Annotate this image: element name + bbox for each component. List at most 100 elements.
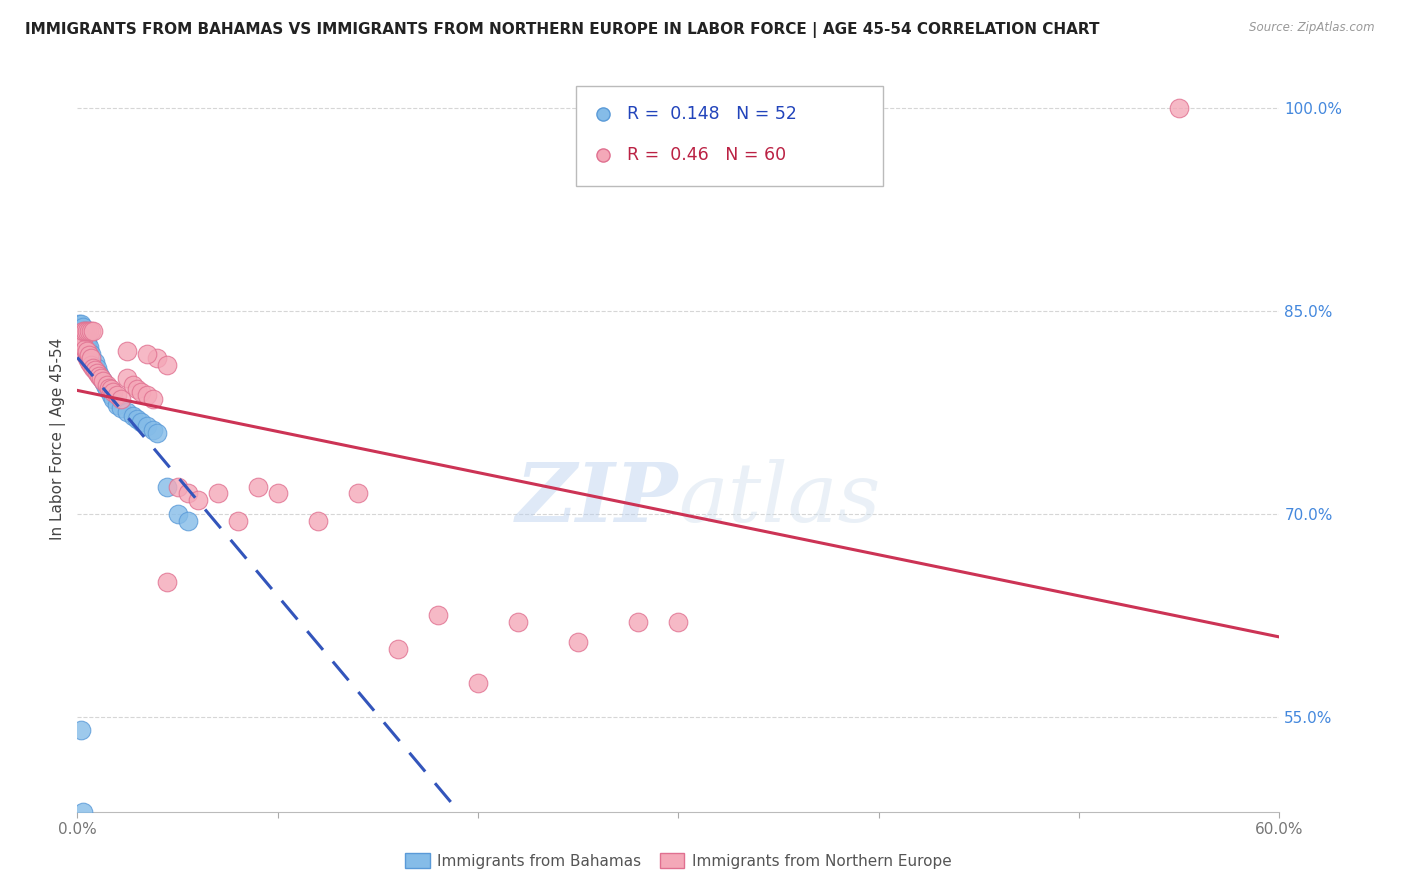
Point bbox=[508, 615, 530, 629]
Point bbox=[226, 514, 249, 528]
Point bbox=[90, 371, 112, 385]
Point bbox=[107, 399, 129, 413]
Point bbox=[76, 340, 98, 354]
Point bbox=[75, 334, 97, 348]
Point bbox=[70, 323, 93, 337]
Point bbox=[79, 348, 101, 362]
Point bbox=[110, 401, 132, 416]
Point bbox=[166, 507, 188, 521]
Point bbox=[142, 392, 165, 406]
Point bbox=[75, 324, 97, 338]
Point bbox=[668, 615, 690, 629]
Point bbox=[207, 486, 229, 500]
Point bbox=[72, 337, 94, 351]
Point bbox=[79, 355, 101, 369]
Text: atlas: atlas bbox=[679, 458, 880, 539]
Point bbox=[107, 387, 129, 401]
Point bbox=[176, 486, 198, 500]
Point bbox=[72, 319, 94, 334]
Point bbox=[89, 368, 111, 383]
Point bbox=[136, 387, 159, 401]
Point bbox=[84, 363, 107, 377]
Point bbox=[80, 358, 103, 372]
Point bbox=[70, 331, 93, 345]
Point bbox=[131, 415, 153, 429]
Point bbox=[176, 514, 198, 528]
Point bbox=[79, 347, 101, 361]
Point bbox=[187, 493, 209, 508]
Point bbox=[72, 328, 94, 343]
Point bbox=[75, 337, 97, 351]
Point bbox=[100, 382, 122, 396]
Point bbox=[75, 328, 97, 343]
Point bbox=[156, 480, 179, 494]
Point bbox=[72, 805, 94, 819]
Point bbox=[80, 347, 103, 361]
Point bbox=[1168, 101, 1191, 115]
Point bbox=[100, 387, 122, 401]
Point bbox=[76, 344, 98, 359]
Point bbox=[84, 355, 107, 369]
Point bbox=[76, 344, 98, 359]
Point bbox=[117, 371, 139, 385]
Point bbox=[75, 347, 97, 361]
Point bbox=[86, 360, 108, 375]
Point bbox=[567, 635, 589, 649]
Point bbox=[70, 317, 93, 331]
Point bbox=[127, 382, 149, 396]
Point bbox=[75, 331, 97, 345]
Point bbox=[307, 514, 329, 528]
Point bbox=[96, 378, 118, 392]
Point bbox=[387, 642, 409, 657]
Point bbox=[79, 344, 101, 359]
Point bbox=[110, 392, 132, 406]
Point bbox=[70, 326, 93, 341]
Text: R =  0.148   N = 52: R = 0.148 N = 52 bbox=[627, 105, 797, 123]
Point bbox=[131, 384, 153, 399]
Point bbox=[627, 615, 650, 629]
Point bbox=[80, 351, 103, 365]
Point bbox=[76, 331, 98, 345]
Point bbox=[89, 368, 111, 382]
Point bbox=[70, 723, 93, 738]
Point bbox=[122, 378, 145, 392]
Point bbox=[82, 358, 104, 372]
Point bbox=[93, 374, 115, 388]
Point bbox=[80, 324, 103, 338]
Point bbox=[942, 186, 965, 200]
Point bbox=[127, 412, 149, 426]
Text: IMMIGRANTS FROM BAHAMAS VS IMMIGRANTS FROM NORTHERN EUROPE IN LABOR FORCE | AGE : IMMIGRANTS FROM BAHAMAS VS IMMIGRANTS FR… bbox=[25, 22, 1099, 38]
Y-axis label: In Labor Force | Age 45-54: In Labor Force | Age 45-54 bbox=[51, 338, 66, 541]
Point bbox=[96, 382, 118, 396]
Point bbox=[103, 384, 125, 399]
Text: Source: ZipAtlas.com: Source: ZipAtlas.com bbox=[1250, 21, 1375, 34]
Point bbox=[90, 371, 112, 385]
Point bbox=[347, 486, 370, 500]
Point bbox=[122, 409, 145, 424]
Point bbox=[942, 260, 965, 275]
Text: R =  0.46   N = 60: R = 0.46 N = 60 bbox=[627, 145, 786, 164]
Point bbox=[136, 347, 159, 361]
Point bbox=[72, 331, 94, 345]
Point bbox=[94, 378, 117, 392]
Point bbox=[67, 317, 90, 331]
Point bbox=[70, 337, 93, 351]
Point bbox=[146, 351, 169, 365]
Point bbox=[67, 324, 90, 338]
Point bbox=[117, 405, 139, 419]
Point bbox=[82, 324, 104, 338]
Point bbox=[136, 418, 159, 433]
Point bbox=[93, 374, 115, 388]
FancyBboxPatch shape bbox=[576, 86, 883, 186]
Legend: Immigrants from Bahamas, Immigrants from Northern Europe: Immigrants from Bahamas, Immigrants from… bbox=[399, 847, 957, 875]
Point bbox=[75, 342, 97, 356]
Text: ZIP: ZIP bbox=[516, 458, 679, 539]
Point bbox=[67, 319, 90, 334]
Point bbox=[427, 608, 450, 623]
Point bbox=[146, 425, 169, 440]
Point bbox=[156, 574, 179, 589]
Point bbox=[76, 336, 98, 351]
Point bbox=[84, 360, 107, 375]
Point bbox=[86, 366, 108, 380]
Point bbox=[72, 324, 94, 338]
